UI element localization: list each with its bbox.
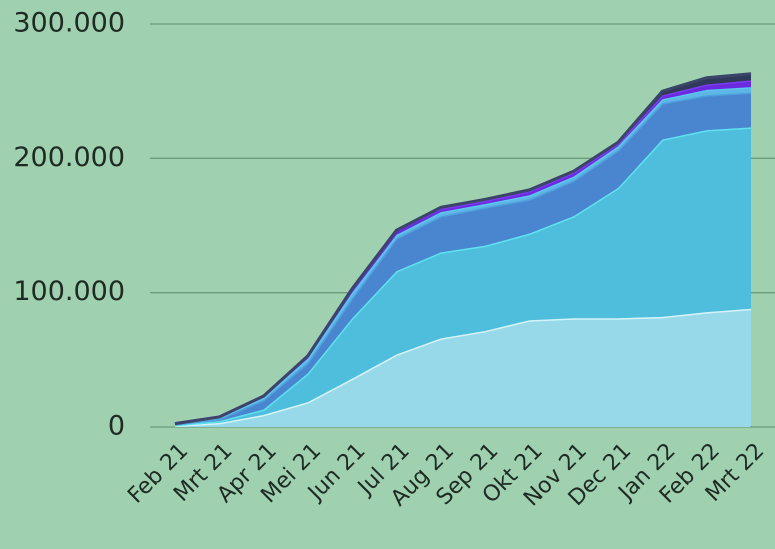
- y-tick-label: 100.000: [13, 276, 125, 307]
- area-line: [174, 125, 752, 427]
- y-tick-label: 200.000: [13, 142, 125, 173]
- area-line: [174, 72, 752, 426]
- y-tick-label: 300.000: [13, 8, 125, 39]
- area: [175, 127, 751, 426]
- y-tick-label: 0: [108, 411, 125, 442]
- area: [175, 92, 751, 425]
